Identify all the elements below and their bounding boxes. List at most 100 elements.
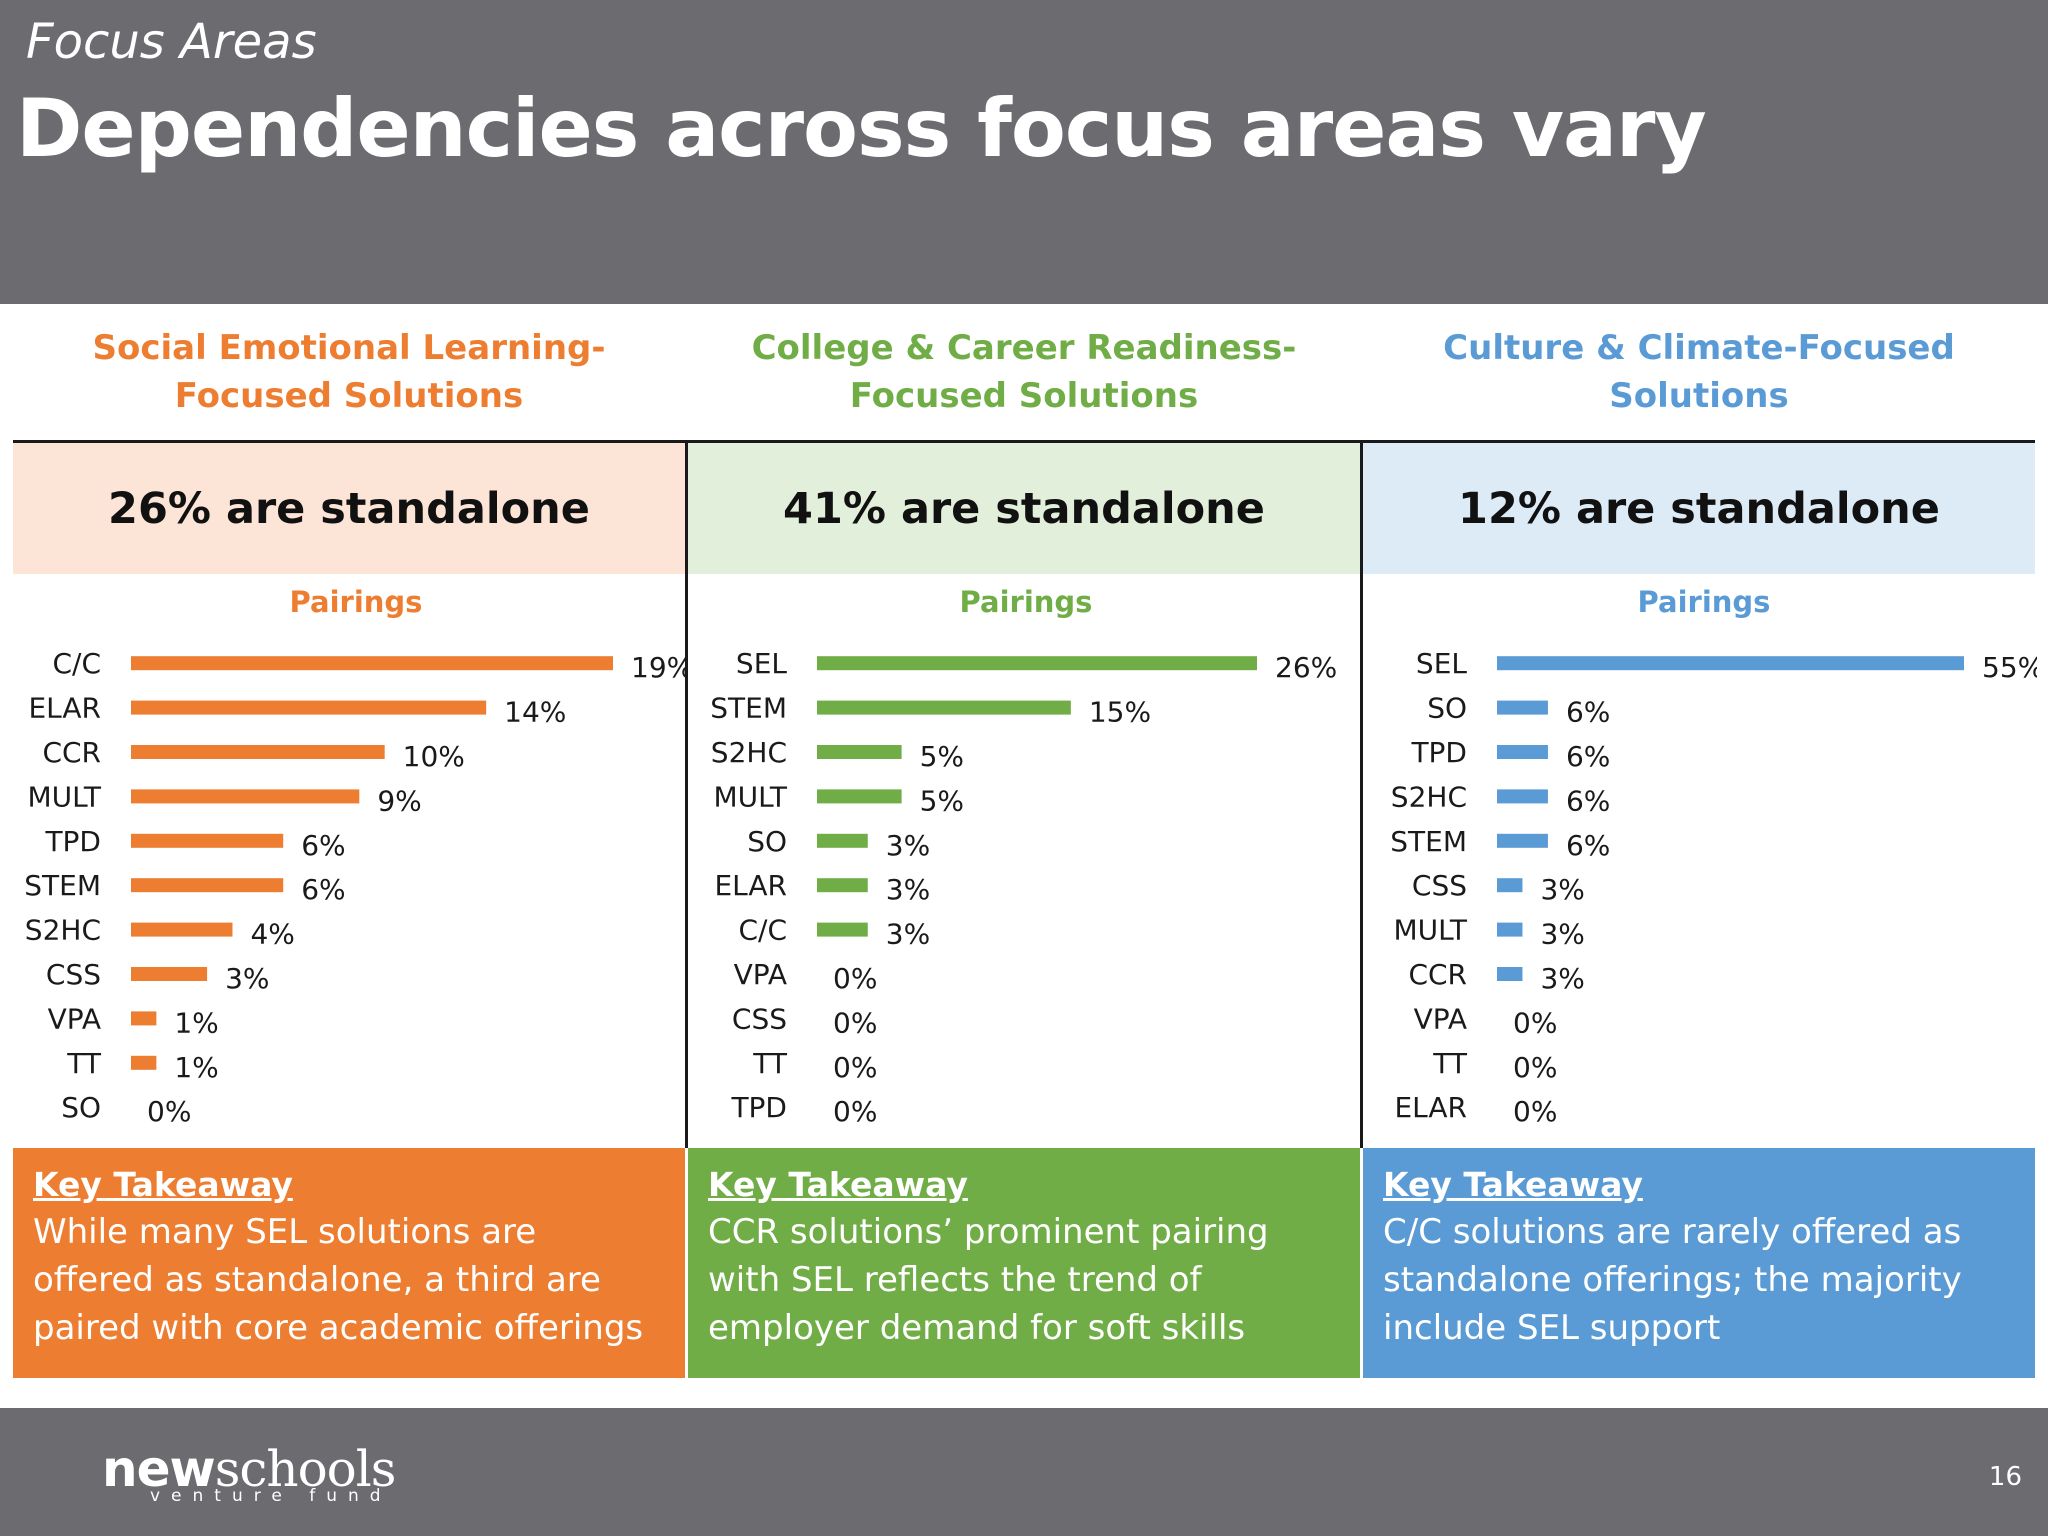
category-label: SEL bbox=[736, 647, 787, 680]
bar bbox=[817, 878, 868, 893]
category-label: MULT bbox=[28, 780, 102, 813]
value-label: 1% bbox=[174, 1051, 218, 1084]
bar bbox=[131, 789, 360, 804]
value-label: 0% bbox=[833, 962, 877, 995]
ccr-standalone-banner: 41% are standalone bbox=[688, 443, 1360, 574]
ccr-heading-text: College & Career Readiness-Focused Solut… bbox=[751, 328, 1297, 416]
value-label: 6% bbox=[1566, 829, 1610, 862]
sel-heading-text: Social Emotional Learning-Focused Soluti… bbox=[92, 328, 606, 416]
sel-column: Social Emotional Learning-Focused Soluti… bbox=[13, 304, 687, 1379]
cc-heading-text: Culture & Climate-Focused Solutions bbox=[1443, 328, 1955, 416]
sel-takeaway-label: Key Takeaway bbox=[33, 1165, 293, 1204]
category-label: MULT bbox=[1394, 914, 1468, 947]
category-label: CSS bbox=[1412, 869, 1467, 902]
value-label: 26% bbox=[1275, 651, 1337, 684]
category-label: S2HC bbox=[1391, 780, 1467, 813]
category-label: S2HC bbox=[711, 736, 787, 769]
ccr-column: College & Career Readiness-Focused Solut… bbox=[688, 304, 1360, 1379]
logo-subtitle: venture fund bbox=[150, 1486, 392, 1506]
value-label: 9% bbox=[377, 784, 421, 817]
category-label: TT bbox=[66, 1047, 102, 1080]
category-label: TPD bbox=[730, 1091, 787, 1124]
bar bbox=[131, 700, 487, 715]
category-label: VPA bbox=[1414, 1002, 1467, 1035]
cc-standalone-text: 12% are standalone bbox=[1458, 483, 1940, 534]
bar bbox=[131, 967, 208, 981]
bar bbox=[817, 700, 1071, 715]
category-label: TT bbox=[1432, 1047, 1468, 1080]
category-label: C/C bbox=[52, 647, 101, 680]
value-label: 6% bbox=[301, 873, 345, 906]
bar bbox=[1497, 700, 1548, 715]
value-label: 3% bbox=[1540, 873, 1584, 906]
page-number: 16 bbox=[1988, 1462, 2022, 1492]
value-label: 6% bbox=[1566, 784, 1610, 817]
cc-column: Culture & Climate-Focused Solutions 12% … bbox=[1363, 304, 2037, 1379]
value-label: 6% bbox=[1566, 740, 1610, 773]
bar bbox=[817, 656, 1257, 671]
category-label: ELAR bbox=[714, 869, 787, 902]
value-label: 6% bbox=[301, 829, 345, 862]
ccr-heading: College & Career Readiness-Focused Solut… bbox=[688, 304, 1360, 443]
ccr-takeaway-text: CCR solutions’ prominent pairing with SE… bbox=[708, 1212, 1269, 1348]
cc-heading: Culture & Climate-Focused Solutions bbox=[1363, 304, 2035, 443]
newschools-logo: newschools bbox=[102, 1440, 397, 1498]
logo-rest-part: schools bbox=[214, 1440, 397, 1498]
value-label: 0% bbox=[833, 1006, 877, 1039]
sel-pairings-label: Pairings bbox=[289, 585, 423, 619]
cc-takeaway-label: Key Takeaway bbox=[1383, 1165, 1643, 1204]
bar bbox=[1497, 922, 1523, 937]
ccr-pairings-chart: SEL 26% STEM 15% S2HC 5% MULT 5% SO 3% ELAR 3% C/C 3%… bbox=[710, 647, 1337, 1128]
sel-heading: Social Emotional Learning-Focused Soluti… bbox=[13, 304, 685, 443]
bar bbox=[1497, 745, 1548, 759]
category-label: STEM bbox=[710, 692, 787, 725]
value-label: 0% bbox=[833, 1051, 877, 1084]
ccr-pairings-label: Pairings bbox=[959, 585, 1093, 619]
category-label: CCR bbox=[42, 736, 101, 769]
category-label: MULT bbox=[714, 780, 788, 813]
category-label: CSS bbox=[46, 958, 101, 991]
value-label: 3% bbox=[886, 918, 930, 951]
value-label: 6% bbox=[1566, 696, 1610, 729]
ccr-standalone-text: 41% are standalone bbox=[783, 483, 1265, 534]
cc-takeaway-box: Key Takeaway C/C solutions are rarely of… bbox=[1363, 1148, 2035, 1378]
slide-title: Dependencies across focus areas vary bbox=[16, 82, 1707, 175]
ccr-takeaway-box: Key Takeaway CCR solutions’ prominent pa… bbox=[688, 1148, 1360, 1378]
category-label: CCR bbox=[1408, 958, 1467, 991]
sel-takeaway-text: While many SEL solutions are offered as … bbox=[33, 1212, 644, 1348]
bar bbox=[131, 745, 385, 759]
sel-takeaway-box: Key Takeaway While many SEL solutions ar… bbox=[13, 1148, 685, 1378]
section-kicker: Focus Areas bbox=[26, 14, 317, 70]
bar bbox=[131, 922, 233, 937]
value-label: 0% bbox=[1513, 1095, 1557, 1128]
column-divider bbox=[1360, 440, 1363, 1148]
category-label: STEM bbox=[1390, 825, 1467, 858]
value-label: 10% bbox=[403, 740, 465, 773]
bar bbox=[817, 833, 868, 848]
bar bbox=[817, 922, 868, 937]
bar bbox=[817, 789, 902, 804]
category-label: C/C bbox=[738, 914, 787, 947]
value-label: 5% bbox=[920, 740, 964, 773]
bar bbox=[1497, 789, 1548, 804]
value-label: 3% bbox=[886, 873, 930, 906]
bar bbox=[1497, 656, 1964, 671]
bar bbox=[1497, 878, 1523, 893]
bar bbox=[131, 656, 613, 671]
category-label: SO bbox=[61, 1091, 101, 1124]
category-label: SO bbox=[747, 825, 787, 858]
category-label: TPD bbox=[44, 825, 101, 858]
bar bbox=[131, 1055, 157, 1070]
slide-header: Focus Areas Dependencies across focus ar… bbox=[0, 0, 2048, 304]
value-label: 0% bbox=[1513, 1051, 1557, 1084]
value-label: 0% bbox=[147, 1095, 191, 1128]
bar bbox=[131, 1011, 157, 1026]
value-label: 4% bbox=[250, 918, 294, 951]
cc-takeaway-text: C/C solutions are rarely offered as stan… bbox=[1383, 1212, 1962, 1348]
cc-pairings-chart: SEL 55% SO 6% TPD 6% S2HC 6% STEM 6% CSS 3% MULT 3% CC… bbox=[1390, 647, 2037, 1128]
value-label: 3% bbox=[886, 829, 930, 862]
value-label: 0% bbox=[833, 1095, 877, 1128]
bar bbox=[131, 833, 284, 848]
value-label: 5% bbox=[920, 784, 964, 817]
category-label: SO bbox=[1427, 692, 1467, 725]
